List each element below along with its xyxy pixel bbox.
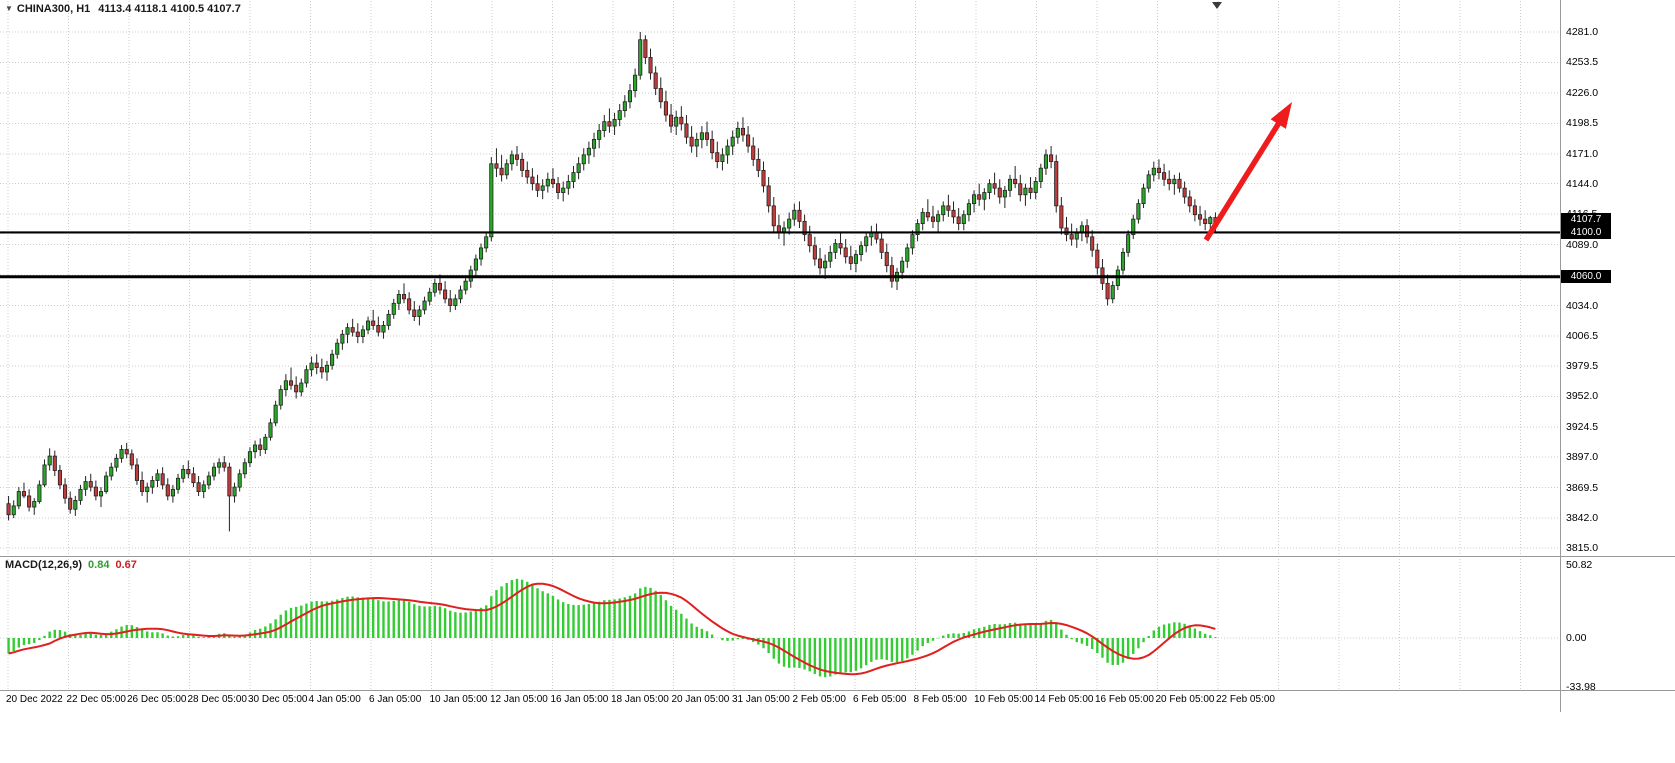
time-tick-label: 16 Jan 05:00 [550,694,609,705]
price-tick-label: 4226.0 [1566,86,1599,99]
time-tick-label: 10 Feb 05:00 [974,694,1033,705]
time-tick-label: 4 Jan 05:00 [308,694,361,705]
macd-tick-label: 0.00 [1566,632,1587,644]
price-tick-label: 4171.0 [1566,147,1599,160]
time-tick-label: 26 Dec 05:00 [127,694,187,705]
time-tick-label: 6 Jan 05:00 [369,694,422,705]
time-tick-label: 20 Dec 2022 [6,694,63,705]
indicator-name: MACD(12,26,9) [5,559,83,571]
indicator-label: MACD(12,26,9) 0.84 0.67 [5,559,137,571]
time-axis[interactable]: 20 Dec 2022 22 Dec 05:00 26 Dec 05:00 28 De… [0,690,1560,714]
time-gridlines [7,1,1521,689]
macd-signal-line [8,582,1216,676]
time-tick-label: 12 Jan 05:00 [490,694,548,705]
time-tick-label: 22 Dec 05:00 [66,694,127,705]
price-tick-label: 4089.0 [1566,238,1599,251]
time-tick-label: 8 Feb 05:00 [913,694,967,705]
time-tick-label: 31 Jan 05:00 [732,694,790,705]
indicator-value-signal: 0.67 [115,559,137,571]
price-tick-label: 3924.5 [1566,420,1599,433]
symbol-title: ▼ CHINA300, H1 4113.4 4118.1 4100.5 4107.7 [5,3,241,15]
price-tick-label: 3952.0 [1566,390,1599,403]
price-tick-label: 4034.0 [1566,299,1599,312]
candles [6,32,1218,532]
price-tag-hline-4060: 4060.0 [1561,270,1611,284]
macd-tick-label: 50.82 [1566,559,1593,572]
time-tick-label: 22 Feb 05:00 [1216,694,1275,705]
price-tick-label: 3979.5 [1566,359,1599,372]
price-axis[interactable]: 4281.04253.54226.04198.54171.04144.04116… [1560,0,1675,710]
price-tick-label: 3897.0 [1566,451,1599,464]
price-tick-label: 4006.5 [1566,329,1599,342]
symbol-name: CHINA300, H1 [16,3,91,15]
time-tick-label: 14 Feb 05:00 [1034,694,1094,705]
time-tick-label: 16 Feb 05:00 [1095,694,1154,705]
symbol-dropdown-icon[interactable]: ▼ [5,4,13,13]
pane-separators [0,0,1675,712]
price-gridlines [0,31,1560,549]
chart-shift-marker[interactable] [1212,2,1222,9]
price-tick-label: 4281.0 [1566,26,1599,38]
trend-arrow [1203,102,1292,242]
price-tick-label: 4198.5 [1566,117,1599,130]
ohlc-values: 4113.4 4118.1 4100.5 4107.7 [98,3,241,15]
price-tag-hline-4100: 4100.0 [1561,225,1611,239]
time-tick-label: 2 Feb 05:00 [792,694,846,705]
price-tick-label: 4144.0 [1566,177,1599,190]
indicator-value-macd: 0.84 [88,559,110,571]
price-tag-current: 4107.7 [1561,212,1611,226]
macd-tick-label: -33.98 [1566,680,1596,693]
time-tick-label: 18 Jan 05:00 [611,694,669,705]
time-tick-label: 30 Dec 05:00 [248,694,308,705]
price-tick-label: 3842.0 [1566,512,1599,525]
price-tick-label: 4253.5 [1566,56,1599,69]
time-tick-label: 10 Jan 05:00 [429,694,488,705]
time-tick-label: 20 Jan 05:00 [671,694,730,705]
time-tick-label: 28 Dec 05:00 [187,694,248,705]
price-tick-label: 3815.0 [1566,542,1599,554]
price-tick-label: 3869.5 [1566,481,1599,494]
time-tick-label: 6 Feb 05:00 [853,694,907,705]
time-tick-label: 20 Feb 05:00 [1155,694,1215,705]
